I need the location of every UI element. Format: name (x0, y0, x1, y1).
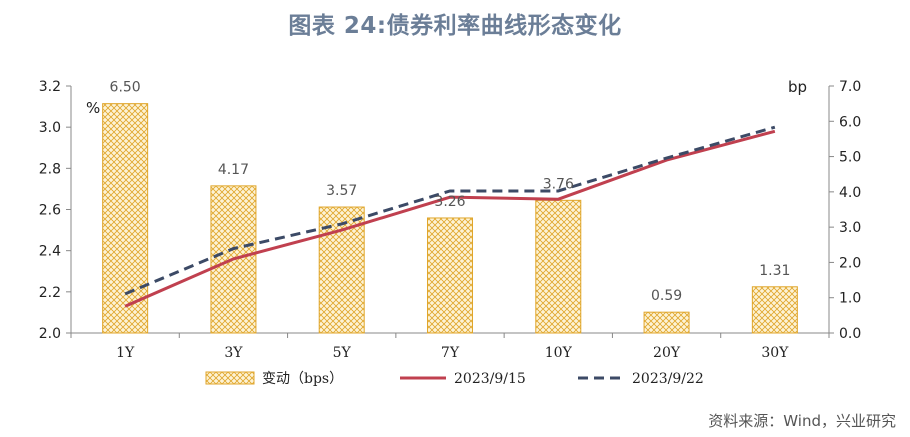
legend-bar-swatch (205, 371, 255, 385)
x-axis-tick-label: 5Y (333, 345, 352, 361)
x-axis-tick-label: 7Y (441, 345, 460, 361)
bar-data-label: 6.50 (110, 80, 141, 96)
chart-title: 图表 24:债券利率曲线形态变化 (288, 13, 622, 39)
right-axis-tick-label: 0.0 (839, 326, 861, 342)
right-axis-tick-label: 7.0 (839, 79, 861, 95)
bar-data-label: 3.26 (434, 194, 465, 210)
left-axis-unit: % (86, 99, 100, 117)
x-axis-tick-label: 20Y (653, 345, 681, 361)
left-axis-tick-label: 2.4 (39, 244, 61, 260)
right-axis-unit: bp (788, 78, 807, 96)
bar (643, 311, 690, 334)
left-axis-tick-label: 2.2 (39, 285, 61, 301)
right-axis-tick-label: 6.0 (839, 114, 861, 130)
bar-data-label: 1.31 (759, 263, 790, 279)
x-axis-tick-label: 1Y (116, 345, 135, 361)
bar-data-label: 3.76 (543, 176, 574, 192)
bar (102, 103, 149, 334)
bar (751, 286, 798, 334)
line-series-2 (124, 125, 776, 296)
bar (535, 199, 582, 334)
left-axis-tick-label: 3.0 (39, 120, 61, 136)
right-axis-tick-label: 3.0 (839, 220, 861, 236)
x-axis-tick-label: 10Y (545, 345, 573, 361)
right-axis-tick-label: 4.0 (839, 185, 861, 201)
right-axis-tick-label: 1.0 (839, 291, 861, 307)
left-axis-tick-label: 3.2 (39, 79, 61, 95)
bar-data-label: 3.57 (326, 183, 357, 199)
left-axis-tick-label: 2.6 (39, 203, 61, 219)
legend-label: 2023/9/22 (632, 371, 704, 387)
bar-data-label: 4.17 (218, 162, 249, 178)
line-series-1 (124, 129, 776, 308)
bar-data-label: 0.59 (651, 288, 682, 304)
legend-label: 2023/9/15 (454, 371, 526, 387)
right-axis-tick-label: 5.0 (839, 150, 861, 166)
left-axis-tick-label: 2.0 (39, 326, 61, 342)
x-axis-tick-label: 30Y (761, 345, 789, 361)
source-note: 资料来源：Wind，兴业研究 (708, 412, 896, 430)
right-axis-tick-label: 2.0 (839, 255, 861, 271)
left-axis-tick-label: 2.8 (39, 161, 61, 177)
legend-label: 变动（bps） (262, 371, 343, 387)
bar (427, 217, 473, 334)
x-axis-tick-label: 3Y (224, 345, 243, 361)
